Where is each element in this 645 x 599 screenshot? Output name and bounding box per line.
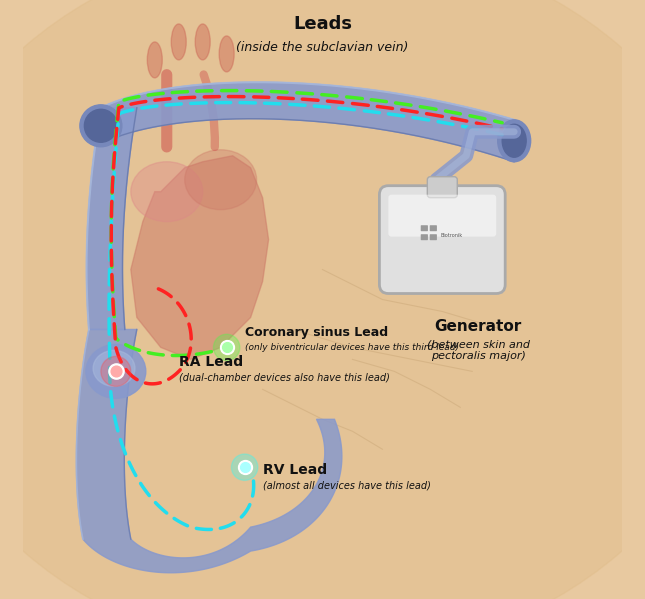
Ellipse shape [147,42,163,78]
Polygon shape [131,156,268,359]
Ellipse shape [172,24,186,60]
FancyBboxPatch shape [388,195,496,237]
Point [239,462,250,472]
Ellipse shape [131,162,203,222]
Point [111,367,121,376]
Ellipse shape [184,150,257,210]
Polygon shape [76,329,342,573]
Ellipse shape [502,124,526,157]
FancyArrowPatch shape [204,74,215,147]
Text: (almost all devices have this lead): (almost all devices have this lead) [263,480,430,490]
FancyBboxPatch shape [428,177,457,198]
FancyBboxPatch shape [430,225,437,231]
Ellipse shape [219,36,234,72]
Ellipse shape [498,120,531,162]
Text: (dual-chamber devices also have this lead): (dual-chamber devices also have this lea… [179,373,390,382]
Text: RA Lead: RA Lead [179,355,243,370]
Text: (between skin and
pectoralis major): (between skin and pectoralis major) [427,340,530,361]
Text: (only biventricular devices have this third lead): (only biventricular devices have this th… [244,343,459,352]
Ellipse shape [86,344,146,398]
Text: Biotronik: Biotronik [441,233,462,238]
FancyBboxPatch shape [379,186,505,294]
Ellipse shape [93,350,135,386]
Ellipse shape [195,24,210,60]
Point [221,343,232,352]
Polygon shape [101,82,514,162]
Circle shape [232,454,258,480]
FancyBboxPatch shape [421,225,428,231]
Ellipse shape [80,105,122,147]
Ellipse shape [84,109,117,142]
Circle shape [213,334,240,361]
Text: (inside the subclavian vein): (inside the subclavian vein) [236,41,409,55]
Point [221,343,232,352]
Text: Generator: Generator [435,319,522,334]
FancyBboxPatch shape [430,234,437,240]
Text: RV Lead: RV Lead [263,463,327,477]
Polygon shape [86,108,137,329]
Text: Coronary sinus Lead: Coronary sinus Lead [244,326,388,339]
Text: Leads: Leads [293,15,352,33]
Point [239,462,250,472]
FancyBboxPatch shape [421,234,428,240]
Circle shape [101,356,131,386]
Point [111,367,121,376]
